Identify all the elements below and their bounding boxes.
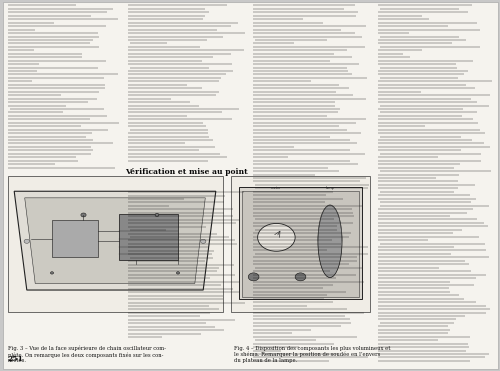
Bar bbox=[8, 176, 222, 312]
Ellipse shape bbox=[81, 213, 86, 217]
Text: meter: meter bbox=[271, 186, 282, 190]
Circle shape bbox=[24, 239, 30, 243]
Bar bbox=[119, 214, 178, 260]
Bar bbox=[52, 220, 98, 257]
Bar bbox=[239, 187, 362, 299]
Bar bbox=[242, 191, 360, 297]
Text: Fig. 4 – Disposition des composants les plus volumineux et
le shéma. Remarquer l: Fig. 4 – Disposition des composants les … bbox=[234, 346, 390, 363]
Ellipse shape bbox=[176, 272, 180, 274]
Circle shape bbox=[248, 273, 259, 281]
Polygon shape bbox=[24, 198, 206, 283]
Text: 251: 251 bbox=[8, 355, 24, 363]
Text: Fig. 3 – Vue de la face supérieure de chain oscillateur com-
plète. On remarque : Fig. 3 – Vue de la face supérieure de ch… bbox=[8, 346, 166, 364]
Ellipse shape bbox=[155, 213, 159, 217]
Circle shape bbox=[295, 273, 306, 281]
Ellipse shape bbox=[318, 205, 342, 278]
Bar bbox=[231, 176, 370, 312]
Ellipse shape bbox=[50, 272, 53, 274]
Text: lamp: lamp bbox=[326, 186, 334, 190]
Circle shape bbox=[258, 223, 295, 251]
Polygon shape bbox=[14, 191, 216, 290]
Circle shape bbox=[200, 239, 206, 243]
Text: Vérification et mise au point: Vérification et mise au point bbox=[125, 168, 248, 176]
